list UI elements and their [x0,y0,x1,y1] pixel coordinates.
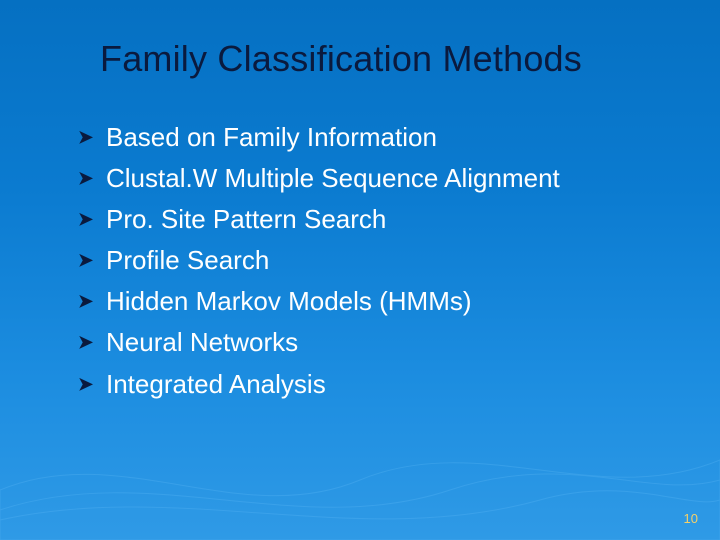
list-item-text: Based on Family Information [106,120,660,155]
bullet-icon: ➤ [78,161,106,190]
bullet-icon: ➤ [78,367,106,396]
slide-title: Family Classification Methods [100,38,660,80]
slide: Family Classification Methods ➤ Based on… [0,0,720,540]
list-item: ➤ Hidden Markov Models (HMMs) [78,284,660,319]
list-item-text: Neural Networks [106,325,660,360]
list-item: ➤ Pro. Site Pattern Search [78,202,660,237]
list-item: ➤ Clustal.W Multiple Sequence Alignment [78,161,660,196]
bullet-list: ➤ Based on Family Information ➤ Clustal.… [78,120,660,408]
list-item: ➤ Based on Family Information [78,120,660,155]
list-item-text: Integrated Analysis [106,367,660,402]
list-item-text: Clustal.W Multiple Sequence Alignment [106,161,660,196]
list-item: ➤ Integrated Analysis [78,367,660,402]
list-item-text: Profile Search [106,243,660,278]
list-item-text: Pro. Site Pattern Search [106,202,660,237]
wave-decoration [0,420,720,540]
list-item: ➤ Neural Networks [78,325,660,360]
bullet-icon: ➤ [78,202,106,231]
bullet-icon: ➤ [78,325,106,354]
list-item: ➤ Profile Search [78,243,660,278]
bullet-icon: ➤ [78,120,106,149]
list-item-text: Hidden Markov Models (HMMs) [106,284,660,319]
bullet-icon: ➤ [78,284,106,313]
page-number: 10 [684,511,698,526]
bullet-icon: ➤ [78,243,106,272]
